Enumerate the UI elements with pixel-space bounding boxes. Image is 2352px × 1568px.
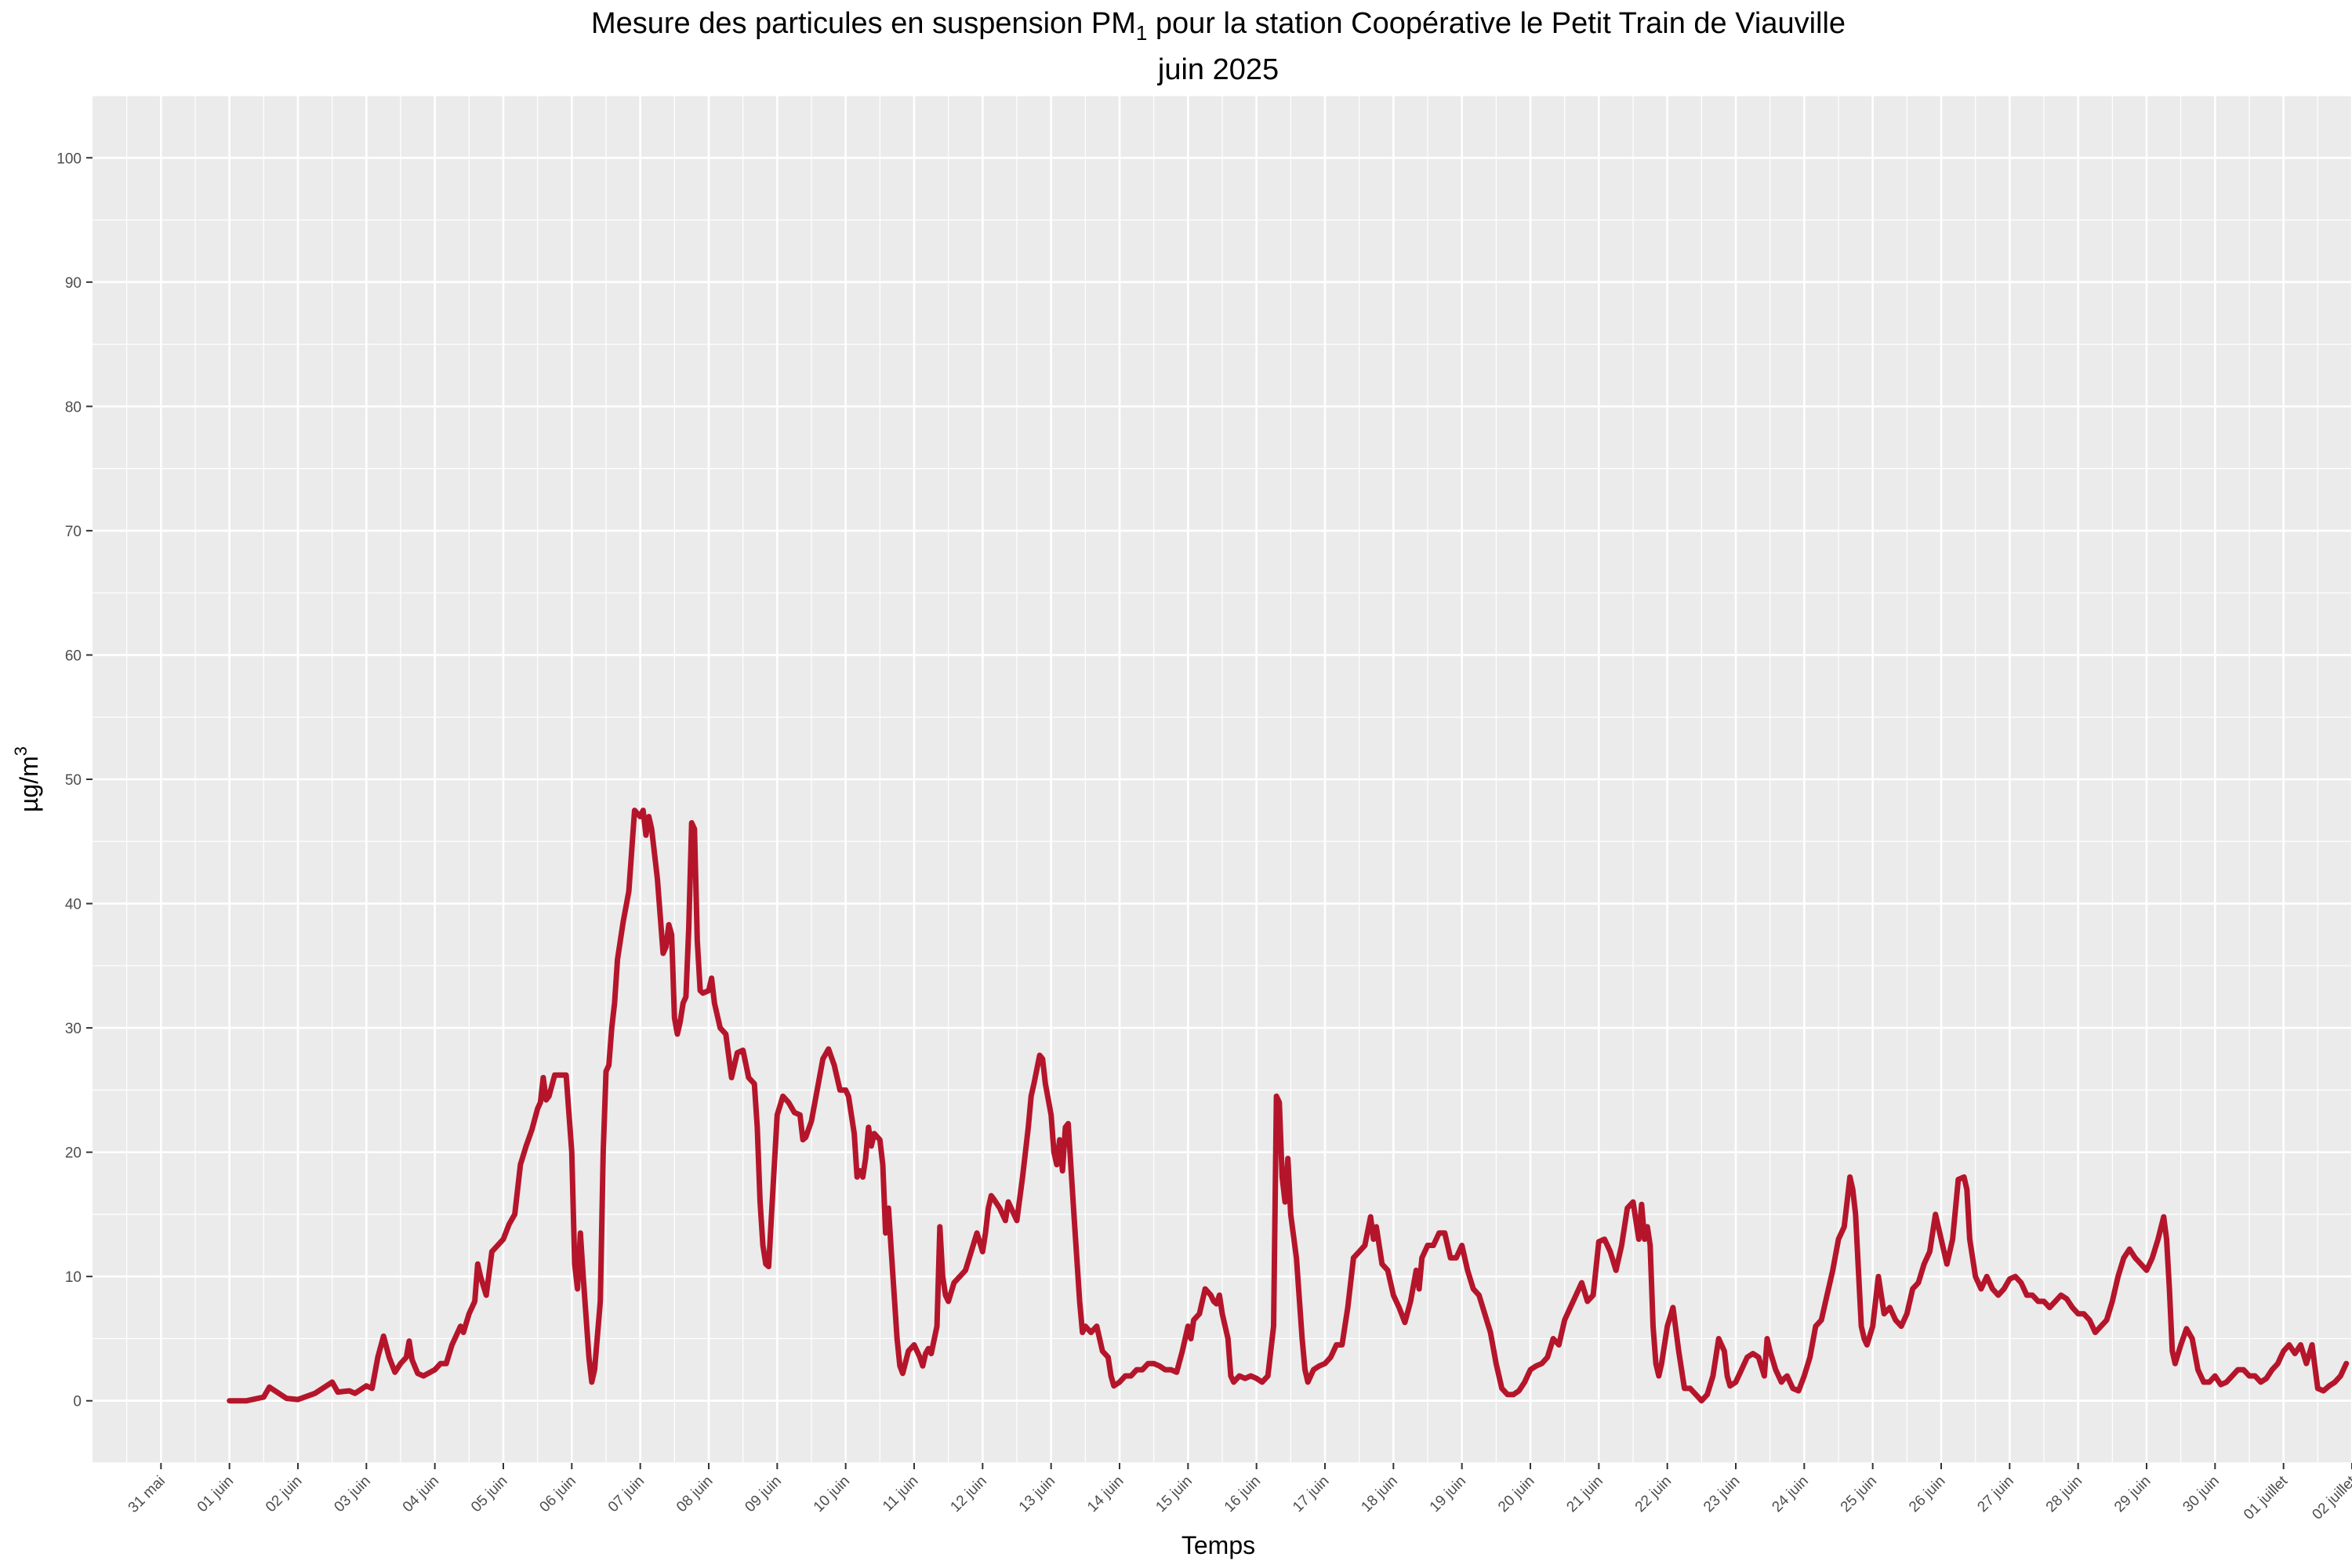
- y-tick-label: 30: [65, 1021, 82, 1037]
- x-tick-label: 24 juin: [1769, 1473, 1811, 1515]
- x-tick-label: 11 juin: [880, 1473, 921, 1515]
- x-tick-label: 17 juin: [1290, 1473, 1332, 1515]
- pm1-series-line: [227, 808, 2350, 1404]
- y-axis-title: µg/m3: [11, 746, 43, 812]
- x-axis: 31 mai 01 juin 02 juin 03 juin 04 juin 05 jui…: [125, 1463, 2352, 1523]
- y-tick-label: 20: [65, 1145, 82, 1162]
- x-tick-label: 28 juin: [2043, 1473, 2085, 1515]
- x-tick-label: 12 juin: [947, 1473, 989, 1515]
- chart-title: Mesure des particules en suspension PM1 …: [591, 7, 1846, 45]
- chart-title-prefix: Mesure des particules en suspension PM: [591, 7, 1136, 40]
- x-tick-label: 29 juin: [2111, 1473, 2154, 1515]
- y-axis: 0 10 20 30 40 50 60 70 80 90 100: [56, 151, 93, 1410]
- y-tick-label: 0: [73, 1394, 82, 1410]
- x-tick-label: 23 juin: [1700, 1473, 1743, 1515]
- y-axis-title-base: µg/m: [15, 756, 43, 812]
- y-axis-title-superscript: 3: [11, 746, 31, 756]
- x-tick-label: 18 juin: [1358, 1473, 1400, 1515]
- series-layer: [227, 808, 2350, 1404]
- x-tick-label: 02 juin: [263, 1473, 305, 1515]
- x-tick-label: 10 juin: [811, 1473, 853, 1515]
- y-tick-label: 40: [65, 897, 82, 913]
- x-tick-label: 15 juin: [1152, 1473, 1195, 1515]
- chart-title-suffix: pour la station Coopérative le Petit Tra…: [1147, 7, 1846, 40]
- x-tick-label: 26 juin: [1906, 1473, 1948, 1515]
- x-tick-label: 01 juillet: [2241, 1472, 2292, 1523]
- x-tick-label: 08 juin: [673, 1473, 716, 1515]
- chart-subtitle: juin 2025: [1157, 53, 1279, 86]
- x-tick-label: 13 juin: [1016, 1473, 1058, 1515]
- x-tick-label: 31 mai: [125, 1473, 169, 1516]
- y-tick-label: 70: [65, 524, 82, 540]
- x-tick-label: 20 juin: [1495, 1473, 1537, 1515]
- x-tick-label: 25 juin: [1838, 1473, 1880, 1515]
- x-axis-title: Temps: [1181, 1531, 1255, 1559]
- x-tick-label: 04 juin: [400, 1473, 442, 1515]
- x-tick-label: 02 juillet: [2309, 1472, 2352, 1523]
- y-tick-label: 50: [65, 772, 82, 789]
- x-tick-label: 09 juin: [742, 1473, 784, 1515]
- x-tick-label: 14 juin: [1084, 1473, 1127, 1515]
- x-tick-label: 27 juin: [1974, 1473, 2016, 1515]
- x-tick-label: 01 juin: [194, 1473, 237, 1515]
- x-tick-label: 06 juin: [536, 1473, 579, 1515]
- x-tick-label: 22 juin: [1632, 1473, 1675, 1515]
- y-tick-label: 10: [65, 1269, 82, 1286]
- x-tick-label: 19 juin: [1427, 1473, 1469, 1515]
- y-tick-label: 80: [65, 399, 82, 416]
- y-tick-label: 60: [65, 648, 82, 664]
- y-tick-label: 90: [65, 275, 82, 292]
- x-tick-label: 30 juin: [2180, 1473, 2222, 1515]
- x-tick-label: 16 juin: [1221, 1473, 1264, 1515]
- chart-title-subscript: 1: [1136, 21, 1147, 45]
- y-tick-label: 100: [56, 151, 82, 167]
- x-tick-label: 21 juin: [1563, 1473, 1606, 1515]
- x-tick-label: 05 juin: [468, 1473, 510, 1515]
- x-tick-label: 03 juin: [331, 1473, 373, 1515]
- x-tick-label: 07 juin: [605, 1473, 648, 1515]
